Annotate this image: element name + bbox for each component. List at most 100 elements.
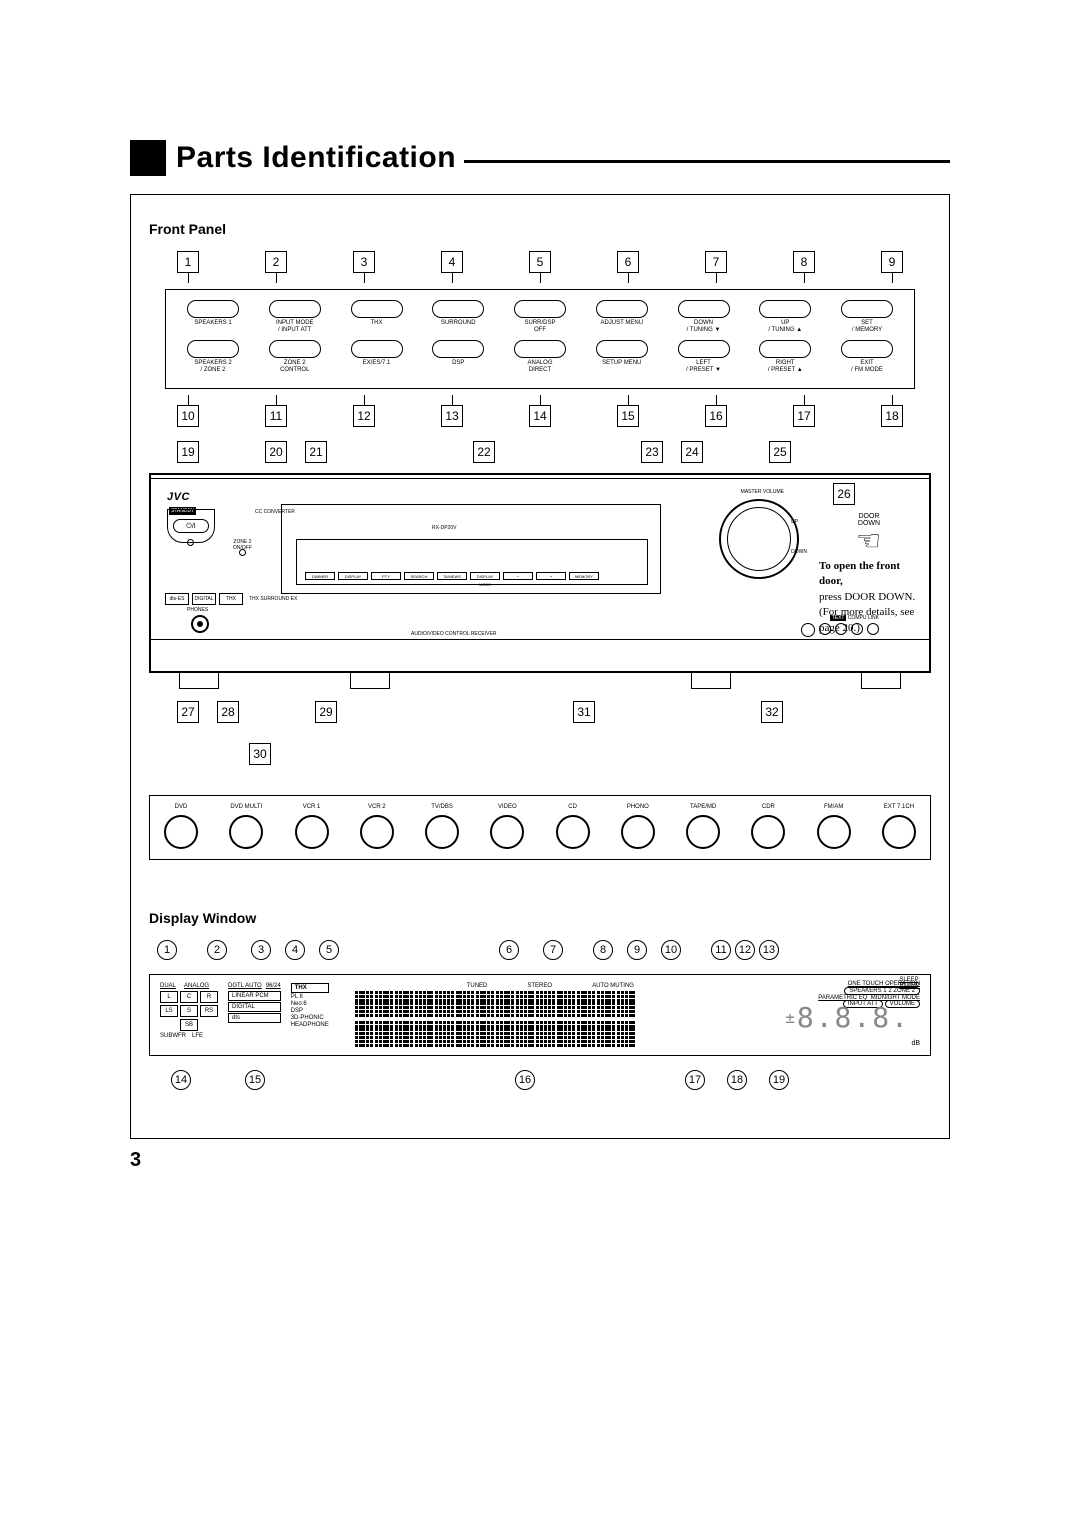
source-button: TAPE/MD [686, 804, 720, 849]
callout-row-1: 1 2 3 4 5 6 7 8 9 [177, 251, 903, 283]
ch-l: L [160, 991, 178, 1003]
page-title-row: Parts Identification [130, 140, 950, 176]
av-jack [867, 623, 879, 635]
ch-r: R [200, 991, 218, 1003]
dw-callout: 17 [685, 1070, 705, 1090]
format-logos: dts-ES DIGITAL THX THX SURROUND EX [165, 593, 297, 605]
thx-logo: THX [219, 593, 243, 605]
dw-callout: 19 [769, 1070, 789, 1090]
thx-surround-text: THX SURROUND EX [249, 596, 297, 602]
source-button: EXT 7.1CH [882, 804, 916, 849]
button-panel: SPEAKERS 1INPUT MODE / INPUT ATTTHXSURRO… [165, 289, 915, 389]
panel-button: THX [342, 300, 412, 334]
dw-callout: 5 [319, 940, 339, 960]
panel-button: UP / TUNING ▲ [750, 300, 820, 334]
dw-callout: 3 [251, 940, 271, 960]
seven-segment: 8.8.8. [785, 1001, 910, 1034]
panel-button: EXIT / FM MODE [832, 340, 902, 374]
phones-jack [191, 615, 209, 633]
callout-14: 14 [529, 405, 551, 427]
mini-button: DISPLAY [338, 572, 368, 580]
callout-17: 17 [793, 405, 815, 427]
callout-10: 10 [177, 405, 199, 427]
callout-row-4: 27 28 29 31 32 [177, 701, 931, 723]
callout-27: 27 [177, 701, 199, 723]
mini-button: + [536, 572, 566, 580]
page-number: 3 [130, 1149, 950, 1172]
av-jack [851, 623, 863, 635]
callout-18: 18 [881, 405, 903, 427]
dw-callout-row-bottom: 14 15 16 17 18 19 [157, 1070, 923, 1090]
callout-5: 5 [529, 251, 551, 273]
receiver-diagram: JVC STANDBY ⏻/I ZONE 2 ON/OFF CC CONVERT… [149, 473, 931, 673]
panel-button: SURR/DSP OFF [505, 300, 575, 334]
source-button: VIDEO [490, 804, 524, 849]
panel-button: RIGHT / PRESET ▲ [750, 340, 820, 374]
source-button: CD [556, 804, 590, 849]
dts-logo: dts-ES [165, 593, 189, 605]
front-panel-heading: Front Panel [149, 221, 931, 237]
dw-callout: 13 [759, 940, 779, 960]
ch-rs: RS [200, 1005, 218, 1017]
callout-24: 24 [681, 441, 703, 463]
mini-button: DIMMER [305, 572, 335, 580]
page-title: Parts Identification [176, 141, 456, 175]
dw-callout: 2 [207, 940, 227, 960]
source-button: FM/AM [817, 804, 851, 849]
callout-31: 31 [573, 701, 595, 723]
panel-button: EX/ES/7.1 [342, 340, 412, 374]
panel-button: SPEAKERS 1 [178, 300, 248, 334]
content-frame: Front Panel 1 2 3 4 5 6 7 8 9 SPEAKERS 1… [130, 194, 950, 1139]
mini-button: MEMORY [569, 572, 599, 580]
biamp-ind: BI-AMP [899, 983, 920, 989]
ch-ls: LS [160, 1005, 178, 1017]
lfe-indicator: LFE [192, 1033, 203, 1039]
phones-label: PHONES [187, 607, 208, 613]
panel-button: ZONE 2 CONTROL [260, 340, 330, 374]
callout-29: 29 [315, 701, 337, 723]
panel-button: DOWN / TUNING ▼ [669, 300, 739, 334]
dgtl-auto: DGTL AUTO [228, 983, 262, 989]
dw-callout: 14 [171, 1070, 191, 1090]
av-jack [819, 623, 831, 635]
callout-6: 6 [617, 251, 639, 273]
dw-callout: 9 [627, 940, 647, 960]
ch-sb: SB [180, 1019, 198, 1031]
source-button: PHONO [621, 804, 655, 849]
callout-2: 2 [265, 251, 287, 273]
callout-11: 11 [265, 405, 287, 427]
title-rule [464, 160, 950, 163]
callout-9: 9 [881, 251, 903, 273]
volume-knob [719, 499, 799, 579]
title-marker [130, 140, 166, 176]
dw-callout: 4 [285, 940, 305, 960]
headphone-mode: HEADPHONE [291, 1022, 329, 1028]
display-window-diagram: DUALANALOG L C R LS S RS SB SUBWFRLFE [149, 974, 931, 1056]
callout-22: 22 [473, 441, 495, 463]
panel-button: ADJUST MENU [587, 300, 657, 334]
button-row-1: SPEAKERS 1INPUT MODE / INPUT ATTTHXSURRO… [178, 300, 902, 334]
panel-button: SURROUND [423, 300, 493, 334]
callout-1: 1 [177, 251, 199, 273]
receiver-feet [179, 673, 901, 689]
hand-icon: ☞ [856, 527, 881, 555]
display-recess: RX-DP20V DIMMERDISPLAYPTYSEARCHTA/NEWSDI… [281, 504, 661, 594]
callout-15: 15 [617, 405, 639, 427]
compulink-area: TEXT COMPU LINK [801, 615, 879, 637]
source-button: TV/DBS [425, 804, 459, 849]
mini-button: TA/NEWS [437, 572, 467, 580]
mini-button: PTY [371, 572, 401, 580]
callout-row-2: 10 11 12 13 14 15 16 17 18 [177, 395, 903, 427]
dw-callout: 1 [157, 940, 177, 960]
callout-8: 8 [793, 251, 815, 273]
callout-16: 16 [705, 405, 727, 427]
model-label: RX-DP20V [432, 525, 456, 531]
callout-23: 23 [641, 441, 663, 463]
dw-callout: 8 [593, 940, 613, 960]
standby-led [187, 539, 194, 546]
plii: PL II [291, 994, 329, 1000]
text-badge: TEXT [830, 615, 847, 621]
callout-row-3: 19 20 21 22 23 24 25 [177, 441, 931, 463]
stereo-indicator: STEREO [527, 983, 552, 989]
master-volume-label: MASTER VOLUME [741, 489, 784, 495]
